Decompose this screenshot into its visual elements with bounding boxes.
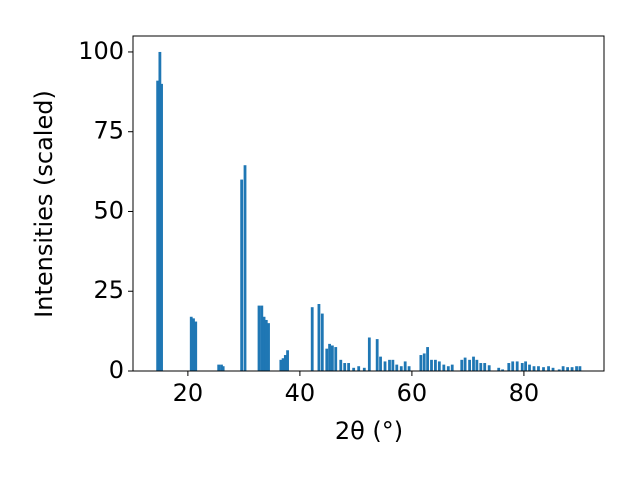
y-axis-label: Intensities (scaled) xyxy=(30,90,58,318)
bar xyxy=(281,358,285,371)
x-tick-label: 60 xyxy=(397,379,428,407)
bar xyxy=(328,343,331,371)
bar xyxy=(283,355,287,371)
bar xyxy=(267,323,270,371)
bar xyxy=(257,305,261,371)
plot-frame xyxy=(132,35,605,372)
bar xyxy=(524,361,527,371)
bar xyxy=(442,364,446,371)
bar xyxy=(325,348,329,371)
bar xyxy=(450,364,454,371)
x-tick-label: 80 xyxy=(509,379,540,407)
y-tick-label: 75 xyxy=(93,117,124,145)
bar xyxy=(501,369,505,371)
bar xyxy=(468,359,471,371)
bar xyxy=(286,350,289,371)
bar xyxy=(221,366,225,371)
bar xyxy=(347,363,351,371)
bar xyxy=(243,165,247,371)
bar xyxy=(192,318,195,371)
bar xyxy=(426,347,429,371)
bar xyxy=(487,365,491,371)
bar xyxy=(463,357,467,371)
bar xyxy=(383,361,387,371)
bar xyxy=(317,304,321,371)
bar xyxy=(551,367,555,371)
bar xyxy=(399,366,403,371)
bar xyxy=(547,366,550,371)
bar xyxy=(189,316,193,371)
bar xyxy=(475,359,479,371)
bar xyxy=(264,319,268,371)
bar xyxy=(542,367,545,371)
bar xyxy=(357,366,361,371)
bar xyxy=(262,316,266,371)
bar xyxy=(537,366,540,371)
bar xyxy=(160,83,163,371)
bar xyxy=(528,364,531,371)
bar xyxy=(472,356,475,371)
x-tick-label: 20 xyxy=(173,379,204,407)
bar xyxy=(434,359,437,371)
bar xyxy=(419,355,423,371)
bar xyxy=(240,179,244,371)
y-tick-label: 50 xyxy=(93,196,124,224)
x-tick-label: 40 xyxy=(285,379,316,407)
bar xyxy=(310,307,314,371)
bar xyxy=(430,359,433,371)
bar xyxy=(388,359,391,371)
bar xyxy=(446,366,450,371)
bar xyxy=(483,363,487,371)
bar xyxy=(352,367,356,371)
bar xyxy=(407,366,411,371)
bar xyxy=(566,367,569,371)
bar xyxy=(515,361,519,371)
x-axis-label: 2θ (°) xyxy=(335,417,403,445)
bar xyxy=(507,363,511,371)
bar xyxy=(391,359,395,371)
bar xyxy=(330,345,334,371)
bar xyxy=(375,339,379,371)
bar xyxy=(379,356,382,371)
bar xyxy=(279,359,283,371)
bar xyxy=(403,361,407,371)
bar xyxy=(260,305,264,371)
bar xyxy=(217,364,221,371)
bar xyxy=(339,359,343,371)
bar xyxy=(158,51,162,371)
bar xyxy=(575,366,578,371)
bar xyxy=(320,313,324,371)
bar xyxy=(479,363,483,371)
bar xyxy=(422,353,426,371)
y-tick-label: 0 xyxy=(109,356,124,384)
bar xyxy=(156,80,160,372)
bar xyxy=(343,363,347,371)
bar xyxy=(520,363,524,371)
bar xyxy=(561,366,565,371)
bar xyxy=(497,367,501,371)
y-tick-label: 25 xyxy=(93,276,124,304)
bar xyxy=(220,364,223,371)
bar xyxy=(532,366,536,371)
bar xyxy=(460,359,464,371)
bar xyxy=(194,321,198,371)
y-tick-label: 100 xyxy=(78,37,124,65)
bar xyxy=(367,337,371,371)
bar xyxy=(570,367,574,371)
bar xyxy=(334,347,338,371)
bar xyxy=(578,366,582,371)
bar xyxy=(511,361,515,371)
bar xyxy=(437,361,441,371)
bar xyxy=(395,364,399,371)
bar xyxy=(362,367,366,371)
bar xyxy=(557,369,561,371)
